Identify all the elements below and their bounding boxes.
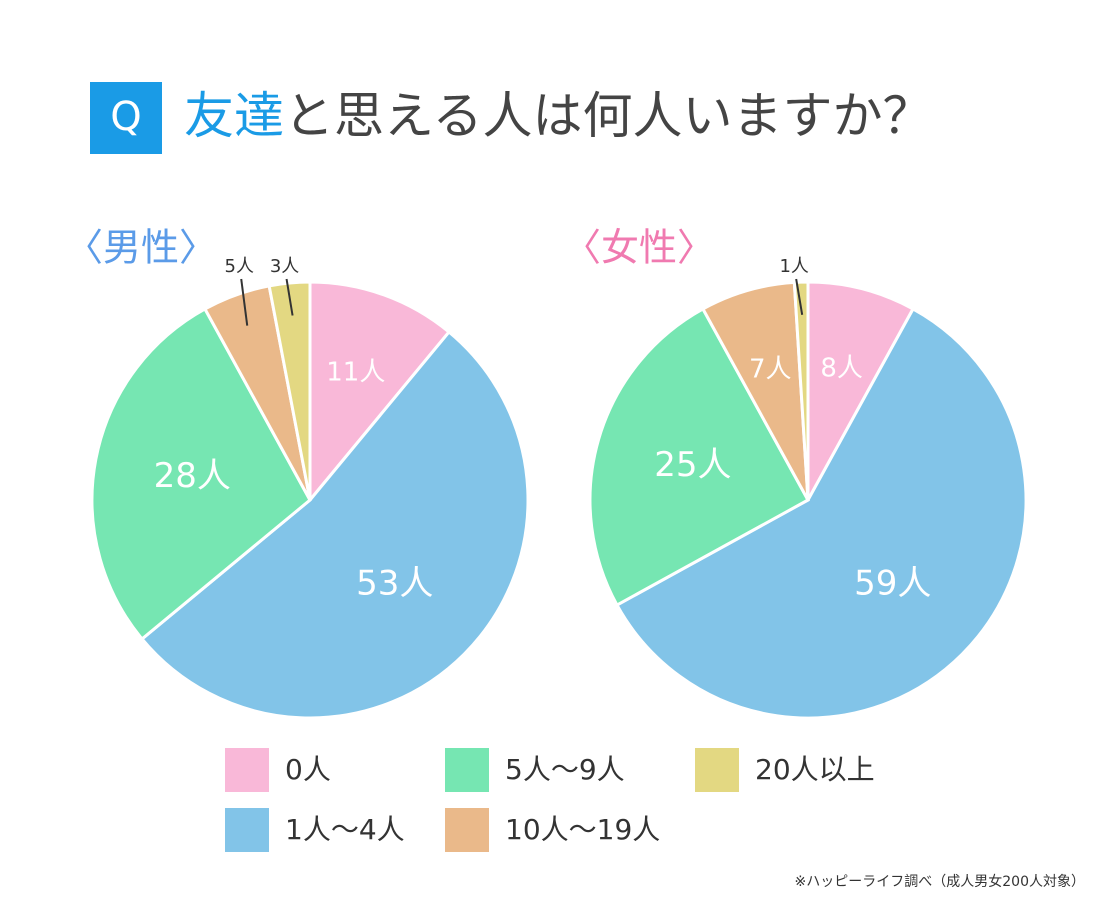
leader-line <box>795 278 804 315</box>
legend-label: 1人〜4人 <box>285 813 405 846</box>
pie-slice <box>139 329 530 720</box>
legend-swatch <box>445 808 489 852</box>
pie-slice <box>792 280 810 501</box>
legend-label: 20人以上 <box>755 753 875 786</box>
leader-line <box>285 278 294 316</box>
value-label: 7人 <box>749 355 792 385</box>
footnote: ※ハッピーライフ調べ（成人男女200人対象） <box>795 873 1085 890</box>
value-label: 53人 <box>356 563 433 603</box>
pie-title: 〈女性〉 <box>563 226 715 270</box>
legend-label: 0人 <box>285 753 331 786</box>
legend-swatch <box>695 748 739 792</box>
value-label: 28人 <box>154 456 231 496</box>
legend-swatch <box>445 748 489 792</box>
value-label: 59人 <box>854 563 931 603</box>
pie-slice <box>90 306 312 642</box>
pie-slice <box>267 280 312 501</box>
pie-slice <box>308 280 452 505</box>
pie-slice <box>588 306 811 608</box>
question-highlight: 友達 <box>184 87 284 145</box>
question: 友達と思える人は何人いますか？ <box>184 87 933 145</box>
pie-slice <box>806 280 916 501</box>
leader-line <box>240 278 249 326</box>
value-label: 1人 <box>779 256 808 277</box>
legend-label: 5人〜9人 <box>505 753 625 786</box>
value-label: 11人 <box>326 357 385 387</box>
value-label: 5人 <box>225 256 254 277</box>
question-text: と思える人は何人いますか？ <box>284 87 933 145</box>
pie-title: 〈男性〉 <box>65 226 217 270</box>
legend-swatch <box>225 748 269 792</box>
value-label: 3人 <box>270 256 299 277</box>
pie-slice <box>614 306 1028 720</box>
legend-swatch <box>225 808 269 852</box>
q-mark: Q <box>110 94 141 140</box>
q-box <box>90 82 162 154</box>
legend-label: 10人〜19人 <box>505 813 660 846</box>
value-label: 25人 <box>654 445 731 485</box>
value-label: 8人 <box>820 354 863 384</box>
